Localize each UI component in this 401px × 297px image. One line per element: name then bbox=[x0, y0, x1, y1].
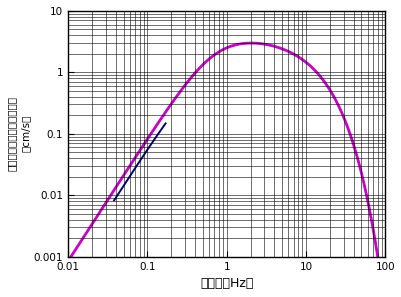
Y-axis label: 加速度フーリエスペクトル
（cm/s）: 加速度フーリエスペクトル （cm/s） bbox=[7, 96, 31, 171]
X-axis label: 周波数（Hz）: 周波数（Hz） bbox=[199, 277, 253, 290]
